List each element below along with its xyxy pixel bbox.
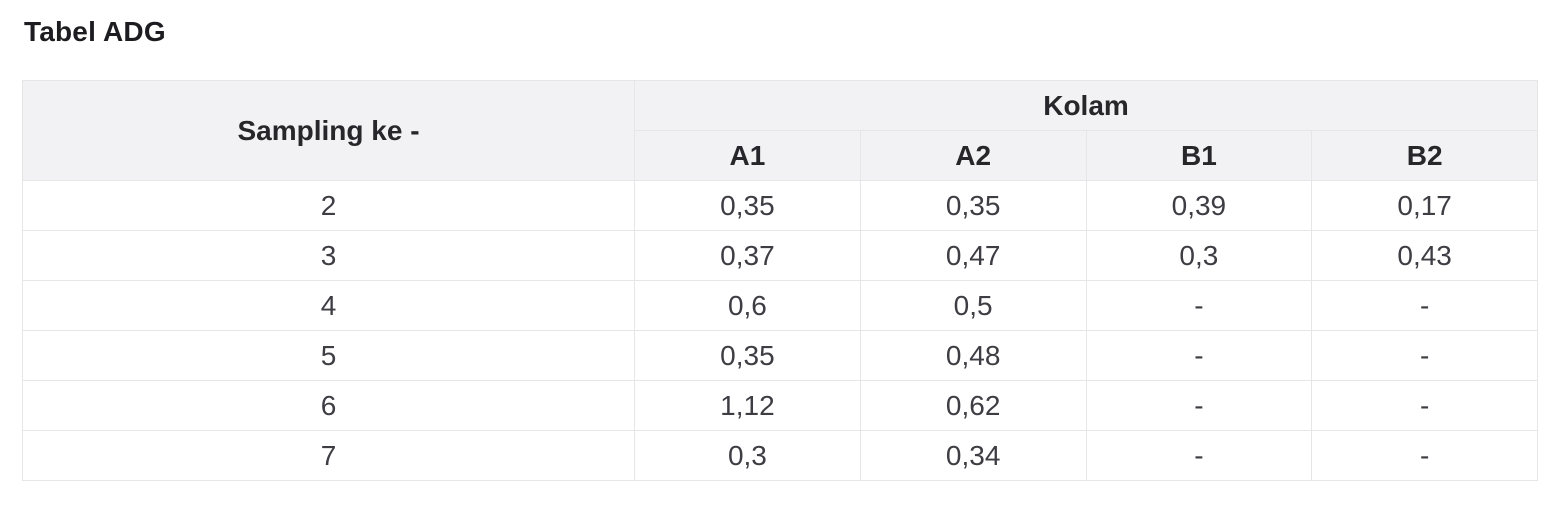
page-title: Tabel ADG [24, 16, 166, 47]
group-header-row: Sampling ke - Kolam [21, 80, 1538, 181]
column-header-a2: A2 [859, 130, 1087, 181]
table-body: 2 0,35 0,35 0,39 0,17 3 0,37 0,47 0,3 0,43 4 0,6 0,5… [21, 180, 1538, 481]
sampling-cell: 7 [21, 430, 636, 481]
value-cell-b1: - [1085, 430, 1313, 481]
sampling-cell: 2 [21, 180, 636, 231]
column-group-header-kolam: Kolam [634, 80, 1538, 131]
value-cell-b1: - [1085, 280, 1313, 331]
value-cell-b1: 0,3 [1085, 230, 1313, 281]
value-cell-b2: - [1311, 280, 1538, 331]
table-row: 6 1,12 0,62- - [21, 380, 1538, 431]
column-header-b1: B1 [1085, 130, 1313, 181]
table-header: Sampling ke - Kolam A1 A2 B1 B2 [21, 80, 1538, 181]
value-cell-a2: 0,48 [859, 330, 1087, 381]
sampling-cell: 3 [21, 230, 636, 281]
value-cell-a1: 0,3 [634, 430, 861, 481]
value-cell-a2: 0,62 [859, 380, 1087, 431]
value-cell-a2: 0,47 [859, 230, 1087, 281]
value-cell-a1: 0,35 [634, 180, 861, 231]
column-header-sampling: Sampling ke - [21, 80, 636, 181]
table-row: 5 0,35 0,48- - [21, 330, 1538, 381]
value-cell-a1: 0,6 [634, 280, 861, 331]
value-cell-b1: - [1085, 380, 1313, 431]
column-header-a1: A1 [634, 130, 861, 181]
value-cell-b2: - [1311, 380, 1538, 431]
value-cell-b1: 0,39 [1085, 180, 1313, 231]
column-header-b2: B2 [1311, 130, 1538, 181]
value-cell-a2: 0,34 [859, 430, 1087, 481]
table-row: 2 0,35 0,35 0,39 0,17 [21, 180, 1538, 231]
table-row: 4 0,6 0,5- - [21, 280, 1538, 331]
value-cell-b2: - [1311, 330, 1538, 381]
value-cell-b2: - [1311, 430, 1538, 481]
subheader-row: A1 A2 B1 B2 [23, 130, 1538, 181]
table-row: 3 0,37 0,47 0,3 0,43 [21, 230, 1538, 281]
value-cell-b2: 0,17 [1311, 180, 1538, 231]
value-cell-a2: 0,35 [859, 180, 1087, 231]
sampling-cell: 5 [21, 330, 636, 381]
table-row: 7 0,3 0,34- - [21, 430, 1538, 481]
value-cell-b2: 0,43 [1311, 230, 1538, 281]
value-cell-a2: 0,5 [859, 280, 1087, 331]
sampling-cell: 6 [21, 380, 636, 431]
value-cell-a1: 0,35 [634, 330, 861, 381]
value-cell-a1: 1,12 [634, 380, 861, 431]
sampling-cell: 4 [21, 280, 636, 331]
value-cell-a1: 0,37 [634, 230, 861, 281]
adg-table: Sampling ke - Kolam A1 A2 B1 B2 2 0,35 0,35 0,… [21, 80, 1538, 481]
value-cell-b1: - [1085, 330, 1313, 381]
